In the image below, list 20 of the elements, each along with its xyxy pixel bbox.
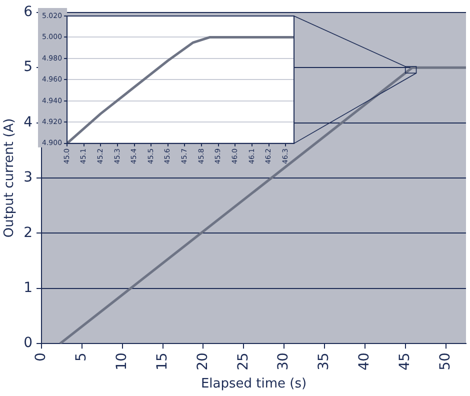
y-tick-label: 4 [24, 114, 33, 130]
x-tick-label: 45 [397, 352, 413, 370]
x-axis-title: Elapsed time (s) [200, 376, 307, 392]
x-tick-label: 20 [194, 352, 211, 370]
x-tick-label: 5 [74, 352, 90, 362]
y-tick-label: 2 [24, 224, 33, 241]
y-tick-label: 3 [24, 170, 33, 186]
x-tick-label: 35 [316, 352, 332, 370]
x-tick-label: 0 [33, 352, 50, 362]
x-tick-label: 40 [356, 352, 373, 370]
x-tick-label: 25 [235, 352, 252, 370]
y-tick-label: 0 [24, 335, 33, 352]
x-tick-label: 10 [114, 352, 130, 370]
y-axis-title: Output current (A) [2, 118, 18, 238]
y-tick-label: 6 [24, 4, 33, 20]
y-tick-label: 1 [24, 280, 33, 296]
x-tick-label: 30 [276, 352, 292, 370]
x-tick-label: 50 [437, 352, 454, 370]
x-tick-label: 15 [154, 352, 170, 370]
y-tick-label: 5 [24, 59, 33, 76]
